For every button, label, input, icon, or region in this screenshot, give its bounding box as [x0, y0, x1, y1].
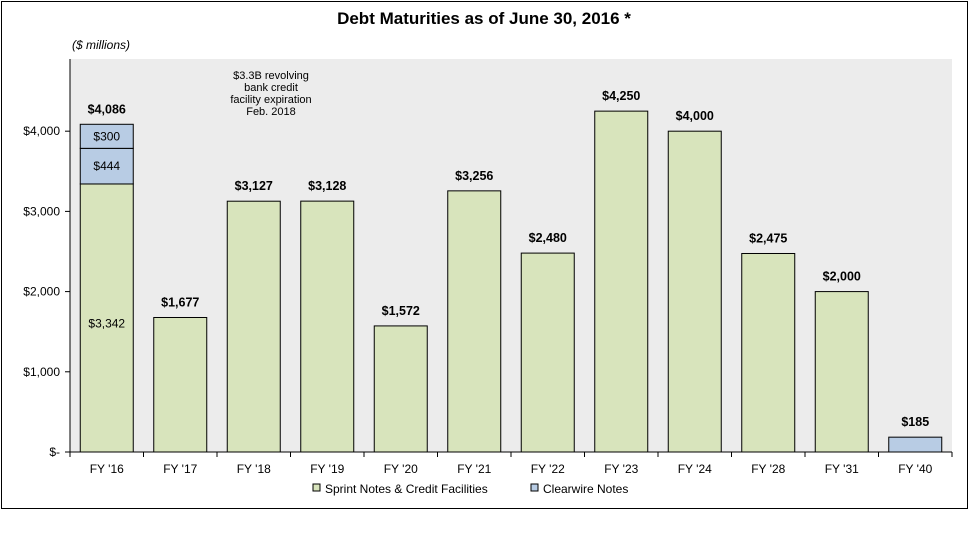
bar-sprint: [153, 316, 208, 453]
x-tick-label: FY '19: [310, 462, 344, 476]
bars-group: [79, 110, 943, 453]
total-label: $4,000: [676, 109, 714, 123]
legend-label-0: Sprint Notes & Credit Facilities: [325, 482, 488, 496]
total-label: $2,000: [823, 270, 861, 284]
segment-label: $3,342: [88, 317, 125, 331]
y-tick-label: $3,000: [23, 204, 60, 218]
legend-swatch-1: [530, 483, 539, 492]
annotation-line: bank credit: [244, 82, 298, 94]
bar-clearwire: [888, 436, 943, 453]
annotation-line: Feb. 2018: [246, 106, 296, 118]
bar-sprint: [373, 325, 428, 453]
total-label: $2,480: [529, 231, 567, 245]
annotation-line: facility expiration: [230, 94, 311, 106]
total-label: $4,250: [602, 89, 640, 103]
x-tick-label: FY '24: [678, 462, 712, 476]
bar-sprint: [594, 110, 649, 453]
x-tick-label: FY '40: [898, 462, 932, 476]
x-tick-label: FY '23: [604, 462, 638, 476]
legend-label-1: Clearwire Notes: [543, 482, 628, 496]
y-axis: $- $1,000 $2,000 $3,000 $4,000: [23, 59, 953, 459]
x-tick-label: FY '28: [751, 462, 785, 476]
legend-swatch-0: [312, 483, 321, 492]
bar-segment-fy16-2: [79, 123, 134, 149]
x-tick-label: FY '20: [384, 462, 418, 476]
total-label: $4,086: [88, 102, 126, 116]
y-tick-label: $1,000: [23, 365, 60, 379]
bar-sprint: [447, 190, 502, 453]
y-tick-label: $4,000: [23, 124, 60, 138]
x-tick-label: FY '22: [531, 462, 565, 476]
legend: Sprint Notes & Credit Facilities Clearwir…: [312, 482, 628, 496]
bar-sprint: [226, 200, 281, 453]
chart-title: Debt Maturities as of June 30, 2016 *: [337, 9, 631, 28]
total-label: $3,128: [308, 179, 346, 193]
total-label: $1,572: [382, 304, 420, 318]
segment-label: $444: [93, 159, 120, 173]
total-label: $3,256: [455, 169, 493, 183]
y-tick-label: $2,000: [23, 285, 60, 299]
total-label: $2,475: [749, 231, 787, 245]
y-tick-label: $-: [49, 445, 60, 459]
annotation-line: $3.3B revolving: [233, 70, 309, 82]
total-label: $3,127: [235, 179, 273, 193]
data-labels: $3,342 $444 $300 $4,086 $1,677 $3,127 $3,128 $1…: [88, 89, 930, 429]
total-label: $1,677: [161, 295, 199, 309]
x-tick-label: FY '21: [457, 462, 491, 476]
bar-segment-fy16-1: [79, 147, 134, 185]
plot-area: [70, 59, 952, 452]
bar-sprint: [300, 200, 355, 453]
x-tick-label: FY '31: [825, 462, 859, 476]
bar-sprint: [741, 252, 796, 453]
segment-label: $300: [93, 129, 120, 143]
total-label: $185: [901, 415, 929, 429]
x-tick-label: FY '18: [237, 462, 271, 476]
bar-sprint: [667, 130, 722, 453]
x-tick-label: FY '17: [163, 462, 197, 476]
bar-sprint: [814, 291, 869, 453]
x-tick-label: FY '16: [90, 462, 124, 476]
unit-label: ($ millions): [72, 38, 130, 52]
bar-sprint: [520, 252, 575, 453]
x-axis: FY '16 FY '17 FY '18 FY '19 FY '20 FY '21 FY '…: [90, 462, 933, 476]
